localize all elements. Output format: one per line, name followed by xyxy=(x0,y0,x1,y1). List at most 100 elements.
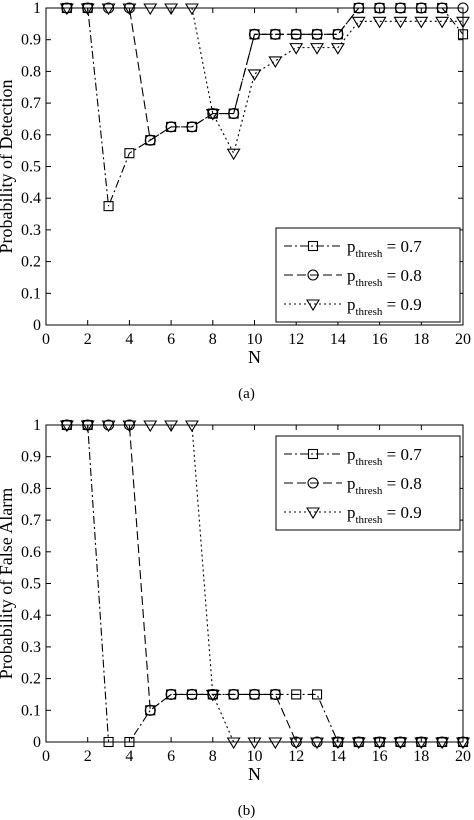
data-point xyxy=(122,420,137,433)
data-point xyxy=(456,737,470,750)
data-point xyxy=(290,28,302,40)
y-tick-label: 0.3 xyxy=(21,222,41,239)
data-point xyxy=(226,737,241,750)
data-point xyxy=(165,688,177,701)
panel-b-chart: 0 2 4 6 8 10 12 14 16 18 20 0 0.1 0.2 0.3 0.4 0.5 0.6 0.7 0… xyxy=(0,417,471,819)
data-point xyxy=(164,3,179,16)
data-point xyxy=(164,420,179,433)
series-1 xyxy=(61,2,469,146)
legend-value: = 0.7 xyxy=(382,237,422,256)
series-2 xyxy=(59,420,470,750)
x-tick-label: 2 xyxy=(84,331,92,348)
x-tick-label: 4 xyxy=(125,748,133,765)
data-point xyxy=(291,689,302,700)
y-axis-label: Probability of Detection xyxy=(0,80,16,254)
legend-subscript: thresh xyxy=(356,248,383,260)
y-tick-label: 0.8 xyxy=(21,63,41,80)
y-tick-label: 0.4 xyxy=(21,190,41,207)
data-point xyxy=(184,420,199,433)
legend-label: pthresh = 0.8 xyxy=(347,474,422,497)
legend-box xyxy=(275,435,461,531)
y-tick-label: 0 xyxy=(33,734,41,751)
panel-a-chart: 0 2 4 6 8 10 12 14 16 18 20 0 0.1 0.2 0.3 0.4 0.5 0.6 0.7 0… xyxy=(0,0,471,402)
data-point xyxy=(310,43,325,55)
y-tick-label: 0.2 xyxy=(21,671,41,688)
data-point xyxy=(269,688,281,701)
x-tick-label: 12 xyxy=(288,748,304,765)
series-line xyxy=(66,7,463,142)
legend-value: = 0.8 xyxy=(382,474,421,493)
x-tick-label: 10 xyxy=(247,748,263,765)
data-point xyxy=(268,737,283,750)
data-point xyxy=(330,43,345,55)
data-point xyxy=(372,16,387,29)
data-point xyxy=(351,16,366,29)
data-point xyxy=(435,737,450,750)
series-2 xyxy=(59,3,470,161)
legend-label: pthresh = 0.9 xyxy=(347,295,422,318)
data-point xyxy=(435,16,450,29)
data-point xyxy=(124,736,135,748)
y-axis-label: Probability of False Alarm xyxy=(0,488,16,679)
data-point xyxy=(351,737,366,750)
legend-marker xyxy=(306,507,320,520)
y-tick-label: 0.5 xyxy=(21,576,41,593)
data-point xyxy=(310,737,325,750)
y-tick-label: 0.5 xyxy=(21,159,41,176)
y-tick-label: 0 xyxy=(33,317,41,334)
y-tick-label: 0.4 xyxy=(21,607,41,624)
data-point xyxy=(80,3,95,16)
legend-subscript: thresh xyxy=(356,456,383,468)
data-point xyxy=(186,121,198,133)
x-tick-label: 20 xyxy=(455,331,471,348)
data-point xyxy=(103,736,114,748)
y-tick-label: 0.7 xyxy=(21,95,41,112)
data-point xyxy=(144,134,156,146)
y-tick-label: 0.6 xyxy=(21,544,41,561)
y-tick-label: 0.1 xyxy=(21,702,41,719)
panel-label: (b) xyxy=(238,803,256,819)
y-tick-label: 0.9 xyxy=(21,449,41,466)
data-point xyxy=(457,29,469,40)
data-point xyxy=(144,704,156,716)
legend-marker xyxy=(307,477,319,489)
data-point xyxy=(372,737,387,750)
x-tick-label: 10 xyxy=(247,331,263,348)
y-tick-label: 1 xyxy=(33,417,41,434)
legend-subscript: thresh xyxy=(356,485,383,497)
legend-symbol: p xyxy=(347,237,356,256)
data-point xyxy=(80,420,95,433)
data-point xyxy=(247,69,262,82)
legend-marker xyxy=(306,299,320,312)
y-tick-label: 0.7 xyxy=(21,512,41,529)
data-point xyxy=(436,2,448,14)
x-tick-label: 12 xyxy=(288,331,304,348)
legend-label: pthresh = 0.7 xyxy=(347,445,422,468)
legend-subscript: thresh xyxy=(356,277,383,289)
data-point xyxy=(332,28,344,40)
data-point xyxy=(289,43,304,55)
data-point xyxy=(393,16,408,29)
data-point xyxy=(311,28,323,40)
data-point xyxy=(393,737,408,750)
y-tick-label: 0.8 xyxy=(21,480,41,497)
y-tick-label: 0.9 xyxy=(21,32,41,49)
data-point xyxy=(143,3,158,16)
data-point xyxy=(311,689,323,700)
x-tick-label: 8 xyxy=(209,331,217,348)
x-axis-label: N xyxy=(248,347,261,367)
legend-symbol: p xyxy=(347,474,356,493)
legend-value: = 0.9 xyxy=(382,295,421,314)
x-tick-label: 16 xyxy=(372,331,388,348)
data-point xyxy=(248,688,261,701)
series-line xyxy=(66,7,463,155)
data-point xyxy=(103,201,114,212)
y-tick-label: 0.2 xyxy=(21,254,41,271)
x-axis-label: N xyxy=(248,764,261,784)
data-point xyxy=(124,148,135,159)
legend-value: = 0.8 xyxy=(382,266,421,285)
data-point xyxy=(414,16,429,29)
data-point xyxy=(414,737,429,750)
